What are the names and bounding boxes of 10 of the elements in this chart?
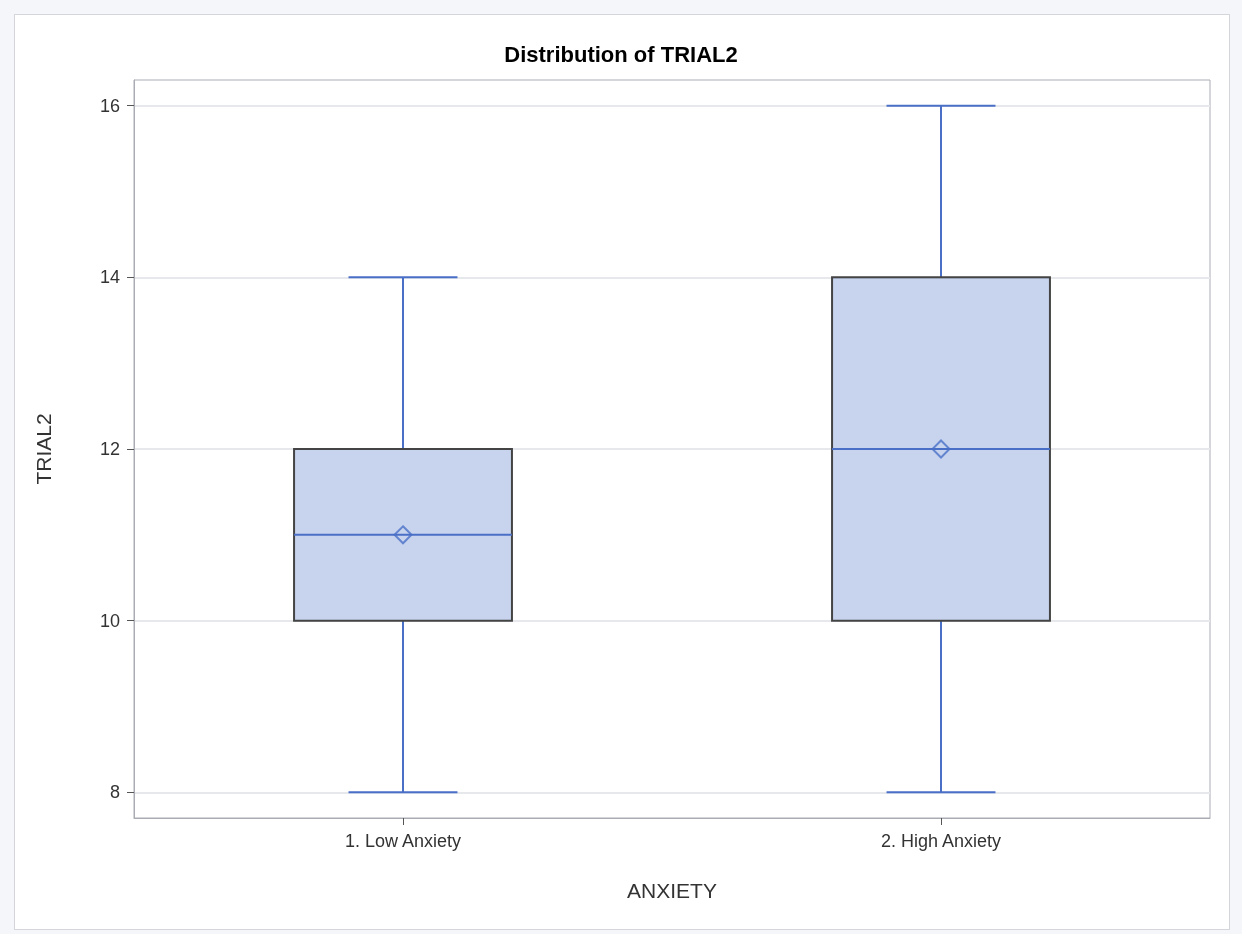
y-tick-label: 16 <box>99 95 120 116</box>
x-axis-title: ANXIETY <box>627 879 717 902</box>
chart-title: Distribution of TRIAL2 <box>504 41 738 67</box>
x-tick-label: 2. High Anxiety <box>880 831 1002 851</box>
y-tick-label: 10 <box>99 610 120 631</box>
y-tick-label: 14 <box>99 267 120 288</box>
y-axis-title: TRIAL2 <box>32 413 55 485</box>
y-tick-label: 8 <box>109 782 120 803</box>
x-tick-label: 1. Low Anxiety <box>344 831 462 851</box>
y-tick-label: 12 <box>99 439 120 459</box>
